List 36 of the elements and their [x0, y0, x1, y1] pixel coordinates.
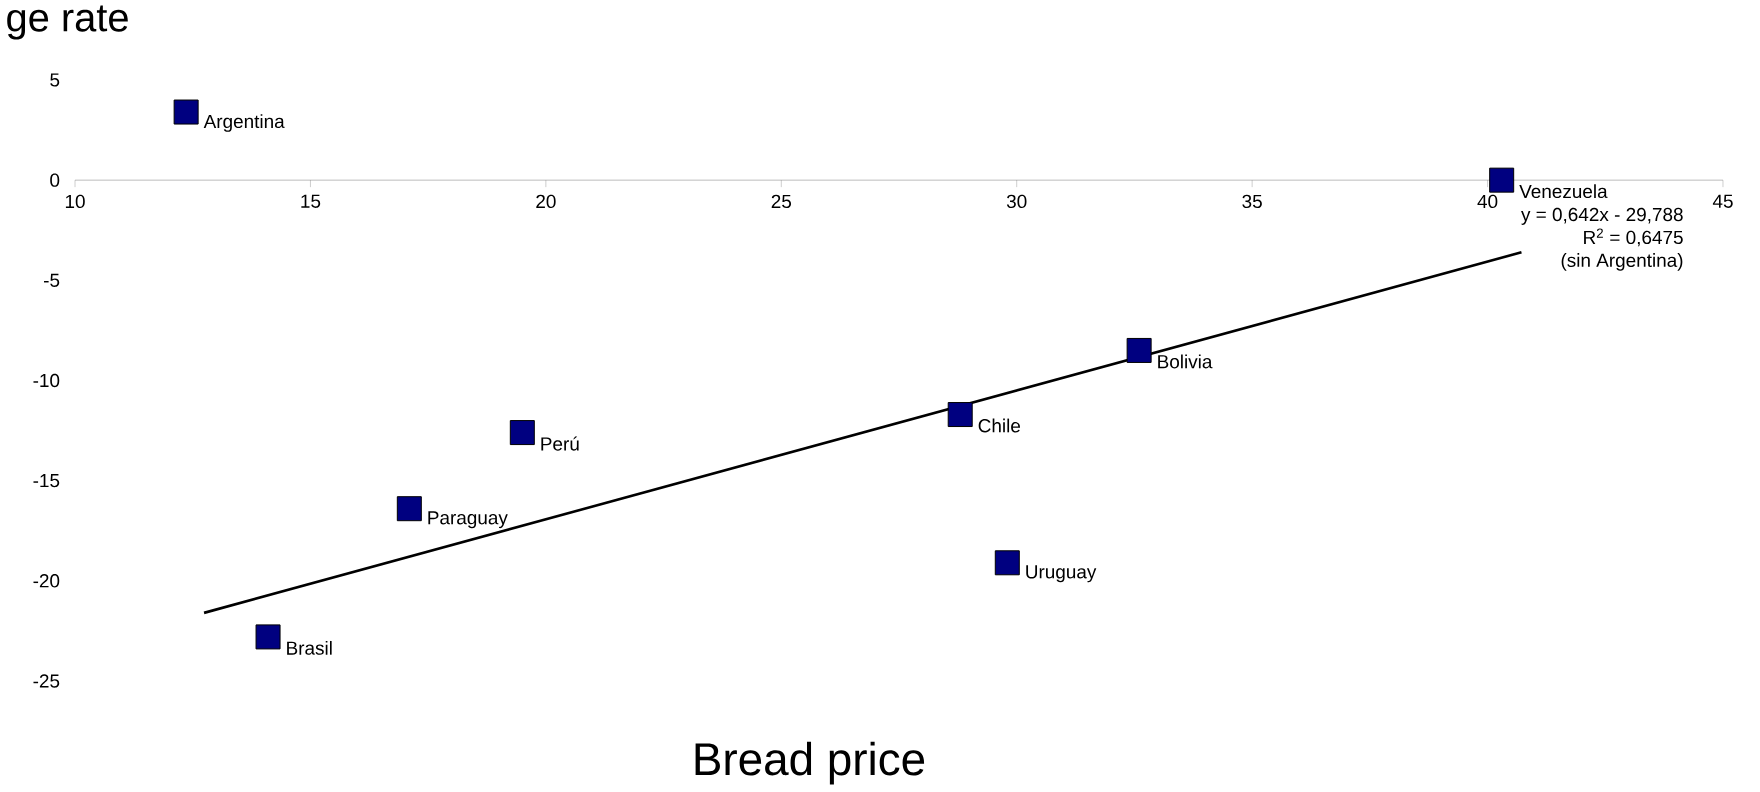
- x-tick-label: 20: [536, 194, 556, 209]
- y-tick-label: -5: [44, 273, 60, 287]
- y-tick-label: -25: [33, 674, 60, 688]
- point: [947, 402, 973, 428]
- y-tick-label: -15: [33, 474, 60, 488]
- x-tick-label: 45: [1712, 194, 1733, 208]
- x-tick-label: 40: [1477, 194, 1498, 209]
- point: [173, 99, 199, 125]
- x-axis-title: Bread price: [695, 741, 925, 785]
- x-tick-label: 30: [1006, 194, 1027, 209]
- annotation: (sin Argentina): [1561, 253, 1683, 271]
- series-label: Venezuela: [1519, 184, 1608, 199]
- series-label: Perú: [541, 436, 579, 451]
- series-label: Brasil: [287, 640, 332, 655]
- point: [994, 550, 1020, 576]
- x-tick-label: 25: [771, 194, 792, 209]
- series-label: Chile: [978, 418, 1021, 433]
- series-label: Bolivia: [1158, 354, 1213, 369]
- x-tick-label: 15: [301, 194, 321, 208]
- series-label: Uruguay: [1026, 565, 1097, 583]
- x-tick-label: 10: [65, 194, 85, 209]
- series-label: Argentina: [203, 114, 285, 132]
- point: [396, 496, 422, 522]
- y-tick-label: 0: [50, 173, 60, 187]
- point: [1489, 167, 1515, 193]
- point: [1126, 337, 1152, 363]
- series-label: Paraguay: [428, 511, 508, 529]
- y-axis-title: ge rate: [7, 5, 128, 40]
- point: [509, 420, 535, 446]
- annotation: R$^{2}$ = 0,6475: [1584, 228, 1683, 247]
- annotation: y = 0,642x - 29,788: [1521, 207, 1683, 225]
- point: [255, 624, 281, 650]
- y-tick-label: -10: [33, 373, 60, 388]
- y-tick-label: 5: [50, 73, 60, 87]
- x-tick-label: 35: [1242, 194, 1262, 209]
- y-tick-label: -20: [33, 574, 60, 588]
